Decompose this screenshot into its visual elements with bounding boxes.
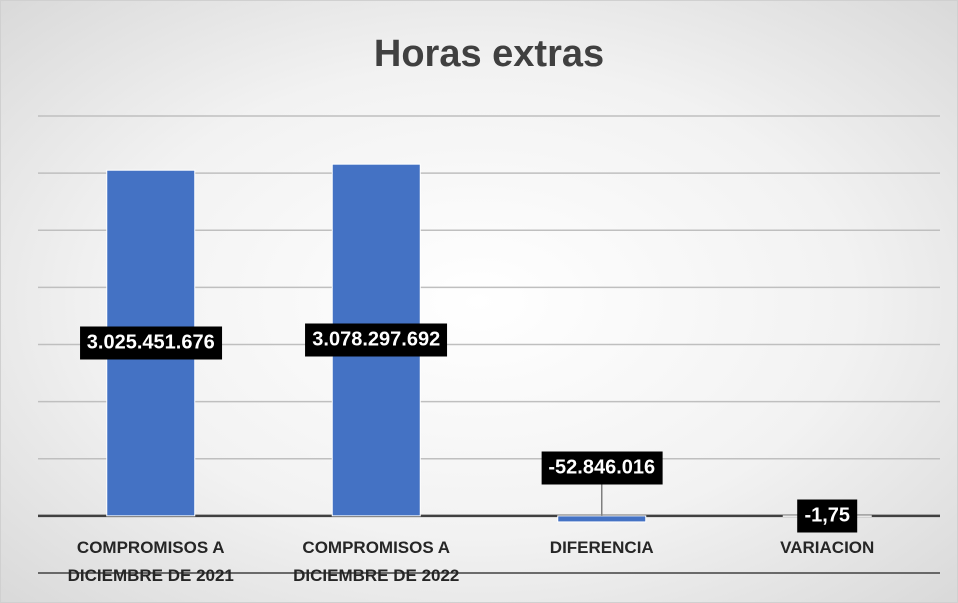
x-tick-label: DIFERENCIA (549, 538, 654, 557)
data-label: 3.025.451.676 (79, 326, 222, 360)
data-label: -52.846.016 (541, 451, 663, 485)
x-tick-label: COMPROMISOS A DICIEMBRE DE 2022 (293, 538, 460, 585)
x-tick-label: COMPROMISOS A DICIEMBRE DE 2021 (67, 538, 234, 585)
data-label: 3.078.297.692 (305, 323, 448, 357)
chart-title: Horas extras (374, 33, 604, 75)
data-label: -1,75 (797, 499, 858, 533)
x-tick-label: VARIACION (780, 538, 875, 557)
bar (557, 515, 647, 523)
